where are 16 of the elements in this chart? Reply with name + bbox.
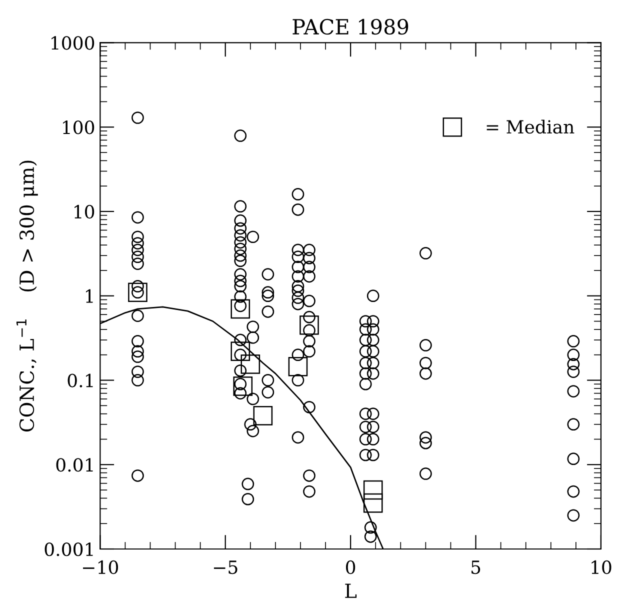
chart-title: PACE 1989 (292, 18, 408, 35)
y-tick-label: 0.001 (44, 542, 93, 556)
x-tick-label: 5 (472, 560, 480, 574)
x-tick-label: −10 (83, 560, 118, 574)
x-tick-label: 10 (592, 560, 612, 574)
x-axis-title: L (345, 584, 357, 598)
y-tick-label: 1 (86, 289, 93, 303)
x-tick-label: −5 (214, 560, 238, 574)
y-tick-label: 0.01 (56, 458, 93, 472)
y-tick-label: 10 (74, 204, 94, 219)
y-tick-label: 1000 (52, 36, 94, 50)
x-tick-label: 0 (346, 560, 356, 574)
y-tick-label: 100 (63, 120, 94, 134)
text: CONC., L$^{−1}$ (D > 300 μm) (16, 160, 38, 432)
y-tick-label: 0.1 (68, 374, 93, 388)
legend-label: = Median (486, 120, 574, 134)
